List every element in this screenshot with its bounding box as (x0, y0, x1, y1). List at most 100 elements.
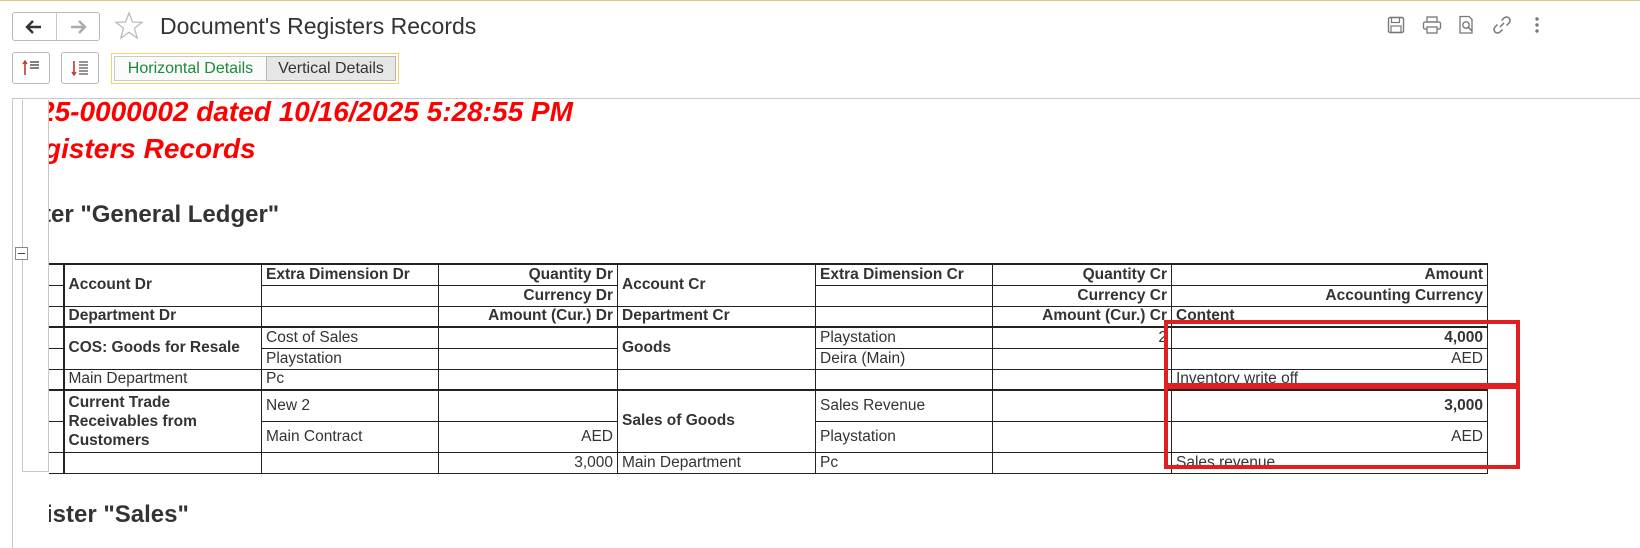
row-marker-cell (49, 368, 64, 391)
general-ledger-table: Account Dr Extra Dimension Dr Quantity D… (49, 263, 1488, 474)
currency-cr-cell (992, 347, 1172, 370)
department-cr-cell: Main Department (617, 451, 816, 474)
expand-groups-icon (22, 59, 39, 75)
department-dr-cell: Main Department (62, 368, 262, 391)
amount-cur-cr-cell (992, 368, 1172, 391)
back-button[interactable] (13, 13, 56, 40)
header-quantity-cr: Quantity Cr (992, 263, 1172, 286)
highlight-box-record-2 (1164, 385, 1520, 469)
header-extra-dimension-dr: Extra Dimension Dr (261, 263, 439, 286)
amount-cur-cr-cell (992, 451, 1172, 474)
currency-dr-cell (438, 347, 618, 370)
row-marker-cell (49, 284, 64, 307)
grouping-gutter (22, 100, 49, 472)
forward-button[interactable] (55, 13, 100, 40)
collapse-groups-icon (71, 61, 88, 77)
preview-button[interactable] (1456, 14, 1478, 36)
save-button[interactable] (1385, 14, 1407, 36)
extra-dimension-cr-cell: Sales Revenue (815, 389, 993, 422)
department-cr-cell (617, 368, 816, 391)
arrow-left-icon (25, 19, 42, 34)
extra-dimension-cr-cell: Playstation (815, 326, 993, 349)
extra-dimension-dr-cell: Playstation (261, 347, 439, 370)
quantity-cr-cell (992, 389, 1172, 422)
header-amount: Amount (1171, 263, 1488, 286)
account-cr-cell: Sales of Goods (617, 389, 816, 453)
row-marker-cell (49, 420, 64, 453)
amount-cell: 3,000 (1171, 389, 1488, 422)
extra-dimension-cr-cell: Pc (815, 451, 993, 474)
header-accounting-currency: Accounting Currency (1171, 284, 1488, 307)
collapse-all-groups-button[interactable] (61, 52, 99, 84)
favorite-star-button[interactable] (114, 11, 144, 41)
detail-mode-switch: Horizontal Details Vertical Details (111, 53, 399, 84)
printer-icon (1422, 16, 1442, 34)
extra-dimension-cr-cell (815, 368, 993, 391)
extra-dimension-dr-cell (261, 451, 439, 474)
header-blank-cell (261, 305, 439, 328)
sales-register-heading: ister "Sales" (49, 501, 189, 528)
header-currency-cr: Currency Cr (992, 284, 1172, 307)
header-extra-dimension-cr: Extra Dimension Cr (815, 263, 993, 286)
more-vertical-icon (1535, 17, 1539, 33)
document-heading: 25-0000002 dated 10/16/2025 5:28:55 PM (49, 99, 573, 127)
extra-dimension-dr-cell: Pc (261, 368, 439, 391)
header-blank-cell (815, 284, 993, 307)
header-amount-cur-dr: Amount (Cur.) Dr (438, 305, 618, 328)
star-icon (114, 11, 144, 40)
header-row: Account Dr Extra Dimension Dr Quantity D… (49, 263, 1488, 307)
general-ledger-heading: ter "General Ledger" (49, 201, 280, 228)
extra-dimension-dr-cell: New 2 (261, 389, 439, 422)
arrow-right-icon (70, 19, 87, 34)
expand-all-groups-button[interactable] (12, 52, 50, 84)
row-marker-cell (49, 347, 64, 370)
currency-cr-cell (992, 420, 1172, 453)
extra-dimension-dr-cell: Main Contract (261, 420, 439, 453)
header-blank-cell (815, 305, 993, 328)
row-marker-cell (49, 326, 64, 349)
save-icon (1387, 16, 1405, 34)
document-search-icon (1459, 15, 1473, 34)
highlight-box-record-1 (1164, 320, 1520, 387)
amount-cur-dr-cell: 3,000 (438, 451, 618, 474)
department-dr-cell (62, 451, 262, 474)
amount-cell: 4,000 (1171, 326, 1488, 349)
header-row: Currency Dr Currency Cr Accounting Curre… (49, 284, 1488, 307)
vertical-details-option[interactable]: Vertical Details (266, 56, 396, 81)
table-row[interactable]: Main Department Pc Inventory write off (49, 368, 1488, 391)
header-account-dr: Account Dr (62, 263, 262, 307)
row-marker-cell (49, 305, 64, 328)
report-viewport[interactable]: 25-0000002 dated 10/16/2025 5:28:55 PM g… (49, 99, 1640, 548)
quantity-dr-cell (438, 389, 618, 422)
table-row[interactable]: Main Contract AED Playstation AED (49, 420, 1488, 453)
row-marker-cell (49, 263, 64, 286)
amount-cur-dr-cell (438, 368, 618, 391)
link-icon (1493, 16, 1511, 34)
account-dr-cell: COS: Goods for Resale (62, 326, 262, 370)
extra-dimension-cr-cell: Deira (Main) (815, 347, 993, 370)
header-department-cr: Department Cr (617, 305, 816, 328)
header-department-dr: Department Dr (62, 305, 262, 328)
account-cr-cell: Goods (617, 326, 816, 370)
window-top-border (0, 0, 1640, 1)
group-collapse-toggle[interactable] (15, 247, 28, 260)
header-account-cr: Account Cr (617, 263, 816, 307)
currency-dr-cell: AED (438, 420, 618, 453)
account-dr-cell: Current Trade Receivables from Customers (62, 389, 262, 453)
header-amount-cur-cr: Amount (Cur.) Cr (992, 305, 1172, 328)
link-button[interactable] (1491, 14, 1513, 36)
header-quantity-dr: Quantity Dr (438, 263, 618, 286)
print-button[interactable] (1421, 14, 1443, 36)
row-marker-cell (49, 389, 64, 422)
extra-dimension-dr-cell: Cost of Sales (261, 326, 439, 349)
quantity-cr-cell: 2 (992, 326, 1172, 349)
horizontal-details-option[interactable]: Horizontal Details (114, 56, 266, 81)
report-top-border (12, 98, 1640, 99)
row-marker-cell (49, 451, 64, 474)
quantity-dr-cell (438, 326, 618, 349)
table-row[interactable]: COS: Goods for Resale Cost of Sales Good… (49, 326, 1488, 370)
report-left-border (12, 98, 13, 548)
more-menu-button[interactable] (1526, 14, 1548, 36)
header-row: Department Dr Amount (Cur.) Dr Departmen… (49, 305, 1488, 328)
extra-dimension-cr-cell: Playstation (815, 420, 993, 453)
